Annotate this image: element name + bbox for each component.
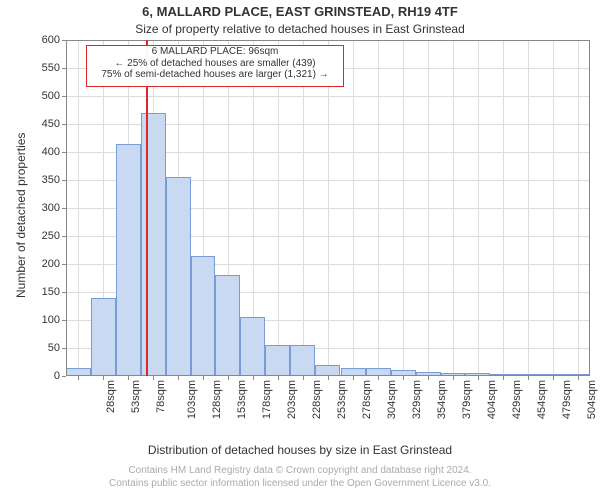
x-tick-label: 329sqm [411,380,423,419]
x-tick-label: 78sqm [155,380,167,413]
y-tick-label: 450 [42,118,66,130]
y-tick-label: 100 [42,314,66,326]
y-tick-label: 150 [42,286,66,298]
property-marker-text: 6 MALLARD PLACE: 96sqm [87,46,343,58]
histogram-bar [191,256,216,376]
y-tick-label: 550 [42,62,66,74]
y-tick-label: 600 [42,34,66,46]
x-tick-label: 379sqm [461,380,473,419]
x-tick-mark [203,376,204,380]
x-tick-mark [128,376,129,380]
page-title: 6, MALLARD PLACE, EAST GRINSTEAD, RH19 4… [0,4,600,19]
property-marker-line [146,40,148,376]
grid-line-v [403,40,404,376]
plot-area: 05010015020025030035040045050055060028sq… [66,40,590,376]
x-tick-label: 128sqm [211,380,223,419]
y-tick-label: 300 [42,202,66,214]
x-tick-mark [103,376,104,380]
histogram-bar [290,345,315,376]
property-marker-box: 6 MALLARD PLACE: 96sqm← 25% of detached … [86,45,344,87]
x-tick-mark [178,376,179,380]
grid-line-v [578,40,579,376]
x-tick-label: 304sqm [387,380,399,419]
grid-line-v [353,40,354,376]
x-tick-label: 504sqm [586,380,598,419]
y-tick-label: 250 [42,230,66,242]
histogram-bar [116,144,141,376]
histogram-bar [66,368,91,376]
x-tick-mark [153,376,154,380]
chart-container: 6, MALLARD PLACE, EAST GRINSTEAD, RH19 4… [0,0,600,500]
credit-line-1: Contains HM Land Registry data © Crown c… [0,465,600,478]
histogram-bar [215,275,240,376]
grid-line-v [328,40,329,376]
grid-line-v [553,40,554,376]
x-tick-label: 28sqm [105,380,117,413]
grid-line-v [278,40,279,376]
x-axis-label: Distribution of detached houses by size … [0,443,600,457]
x-tick-label: 404sqm [486,380,498,419]
x-tick-label: 454sqm [536,380,548,419]
x-tick-mark [503,376,504,380]
grid-line-v [453,40,454,376]
x-tick-label: 253sqm [336,380,348,419]
histogram-bar [166,177,191,376]
x-tick-mark [303,376,304,380]
x-tick-label: 203sqm [286,380,298,419]
histogram-bar [315,365,340,376]
x-tick-label: 103sqm [186,380,198,419]
histogram-bar [366,368,391,376]
x-tick-mark [328,376,329,380]
y-tick-label: 50 [48,342,66,354]
grid-line-v [478,40,479,376]
y-tick-label: 350 [42,174,66,186]
grid-line-v [528,40,529,376]
x-tick-mark [228,376,229,380]
x-tick-mark [353,376,354,380]
y-tick-label: 200 [42,258,66,270]
x-tick-mark [378,376,379,380]
x-tick-mark [453,376,454,380]
histogram-bar [91,298,116,376]
x-tick-mark [553,376,554,380]
x-tick-mark [78,376,79,380]
x-tick-label: 153sqm [236,380,248,419]
x-tick-label: 278sqm [361,380,373,419]
x-tick-mark [578,376,579,380]
credits: Contains HM Land Registry data © Crown c… [0,465,600,490]
property-marker-text: 75% of semi-detached houses are larger (… [87,69,343,81]
y-tick-label: 400 [42,146,66,158]
x-tick-mark [403,376,404,380]
x-tick-mark [428,376,429,380]
grid-line-v [378,40,379,376]
x-tick-mark [253,376,254,380]
x-tick-label: 429sqm [511,380,523,419]
grid-line-v [428,40,429,376]
property-marker-text: ← 25% of detached houses are smaller (43… [87,58,343,70]
histogram-bar [265,345,290,376]
x-tick-label: 178sqm [261,380,273,419]
x-tick-label: 479sqm [561,380,573,419]
histogram-bar [240,317,265,376]
grid-line-v [503,40,504,376]
grid-line-v [303,40,304,376]
y-tick-label: 500 [42,90,66,102]
x-tick-mark [278,376,279,380]
grid-line-v [78,40,79,376]
histogram-bar [141,113,166,376]
y-tick-label: 0 [54,370,66,382]
credit-line-2: Contains public sector information licen… [0,478,600,491]
x-tick-mark [528,376,529,380]
chart-subtitle: Size of property relative to detached ho… [0,22,600,36]
x-tick-label: 53sqm [130,380,142,413]
x-tick-label: 228sqm [311,380,323,419]
histogram-bar [341,368,366,376]
x-tick-label: 354sqm [436,380,448,419]
y-axis-label: Number of detached properties [14,133,28,298]
x-tick-mark [478,376,479,380]
